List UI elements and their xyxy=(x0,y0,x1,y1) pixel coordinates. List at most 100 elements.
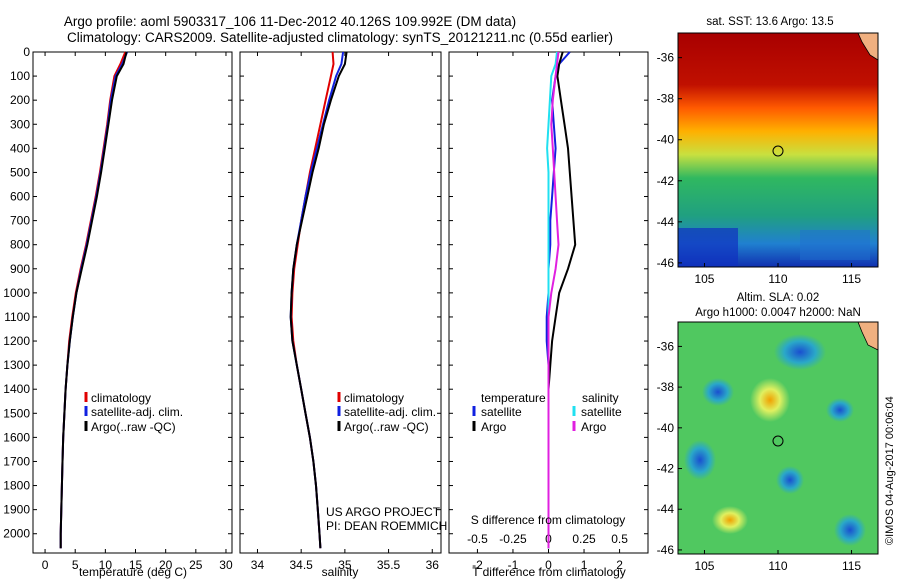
legend-salinity-header: salinity xyxy=(582,391,619,405)
y-tick-label: 200 xyxy=(10,93,30,107)
x-tick-label: 0 xyxy=(545,558,552,572)
sla-map-ticks: -36 -38 -40 -42 -44 -46 105 110 115 xyxy=(657,339,862,573)
map-lat-tick-label: -42 xyxy=(657,462,675,476)
y-tick-label: 1100 xyxy=(4,310,30,324)
credit-line-1: US ARGO PROJECT xyxy=(326,505,441,519)
sla-eddy-high xyxy=(712,506,748,534)
x-tick-label: 2 xyxy=(616,558,623,572)
series-line-climatology xyxy=(59,51,127,549)
legend-argo-label: Argo(..raw -QC) xyxy=(91,420,176,434)
y-tick-label: 800 xyxy=(10,238,30,252)
salinity-panel-frame xyxy=(239,51,442,554)
x-tick-label: 35.5 xyxy=(377,558,401,572)
y-tick-label: 500 xyxy=(10,165,30,179)
map-lat-tick-label: -42 xyxy=(657,174,675,188)
series-line-temperature-argo xyxy=(547,51,577,549)
map-lon-tick-label: 115 xyxy=(842,272,861,286)
map-lat-tick-label: -46 xyxy=(657,256,675,270)
map-lon-tick-label: 110 xyxy=(768,272,787,286)
s-tick-label: -0.5 xyxy=(467,532,488,546)
legend-t-argo-label: Argo xyxy=(481,420,507,434)
y-tick-label: 2000 xyxy=(3,527,30,541)
map-lat-tick-label: -38 xyxy=(657,380,675,394)
map-lon-tick-label: 105 xyxy=(694,559,714,573)
sla-map-title-1: Altim. SLA: 0.02 xyxy=(737,292,819,304)
header-line-1: Argo profile: aoml 5903317_106 11-Dec-20… xyxy=(64,14,516,29)
salinity-x-label: salinity xyxy=(322,565,359,579)
y-tick-label: 400 xyxy=(10,141,30,155)
y-tick-label: 900 xyxy=(10,262,30,276)
credit-line-2: PI: DEAN ROEMMICH xyxy=(326,519,447,533)
s-tick-label: 0.5 xyxy=(611,532,628,546)
x-tick-label: 30 xyxy=(219,558,233,572)
series-line-salinity-argo xyxy=(547,51,560,549)
map-lat-tick-label: -36 xyxy=(657,339,675,353)
map-lon-tick-label: 110 xyxy=(768,559,787,573)
sst-cold-patch-2 xyxy=(800,230,870,260)
sst-argo-location-marker xyxy=(772,145,784,157)
series-line-climatology xyxy=(290,51,335,549)
x-tick-label: -2 xyxy=(472,558,483,572)
x-tick-label: 5 xyxy=(72,558,79,572)
legend-climatology-label: climatology xyxy=(344,391,404,405)
map-lon-tick-label: 115 xyxy=(842,559,861,573)
y-tick-label: 1700 xyxy=(3,454,30,468)
x-tick-label: 15 xyxy=(129,558,143,572)
legend-climatology-label: climatology xyxy=(91,391,151,405)
s-difference-label: S difference from climatology xyxy=(471,513,626,527)
difference-legend: temperature salinity satellite Argo sate… xyxy=(472,391,622,434)
temperature-panel-frame xyxy=(32,51,233,554)
y-tick-label: 1200 xyxy=(3,334,30,348)
y-tick-label: 1400 xyxy=(3,382,30,396)
sst-cold-patch xyxy=(678,228,738,267)
legend-argo-label: Argo(..raw -QC) xyxy=(344,420,429,434)
y-tick-label: 300 xyxy=(10,117,30,131)
y-tick-label: 1000 xyxy=(3,286,30,300)
y-tick-label: 600 xyxy=(10,190,30,204)
x-tick-label: 34.5 xyxy=(289,558,313,572)
lines-layer xyxy=(59,51,577,549)
x-tick-label: 35 xyxy=(338,558,352,572)
series-line-satellite-adj-clim- xyxy=(59,51,129,549)
map-lat-tick-label: -40 xyxy=(657,133,675,147)
y-tick-label: 700 xyxy=(10,214,30,228)
sst-map-ticks: -36 -38 -40 -42 -44 -46 105 110 115 xyxy=(657,51,862,286)
temperature-x-label: temperature (deg C) xyxy=(79,565,187,579)
map-lat-tick-label: -36 xyxy=(657,51,675,65)
salinity-legend: climatology satellite-adj. clim. Argo(..… xyxy=(337,391,436,434)
legend-satellite-label: satellite-adj. clim. xyxy=(91,405,183,419)
sla-eddy-low xyxy=(684,440,716,480)
sla-eddy-low xyxy=(776,466,804,494)
y-tick-label: 1800 xyxy=(3,479,30,493)
s-tick-label: -0.25 xyxy=(499,532,527,546)
watermark: ©IMOS 04-Aug-2017 00:06:04 xyxy=(884,396,896,545)
y-tick-label: 100 xyxy=(10,69,30,83)
series-line-argo-raw-qc- xyxy=(59,51,128,549)
sst-map-title: sat. SST: 13.6 Argo: 13.5 xyxy=(706,16,833,28)
x-tick-label: 10 xyxy=(99,558,113,572)
sla-eddy-low xyxy=(702,378,734,406)
x-tick-label: 0 xyxy=(42,558,49,572)
temperature-legend: climatology satellite-adj. clim. Argo(..… xyxy=(84,391,183,434)
legend-s-argo-label: Argo xyxy=(581,420,607,434)
axes-layer: 0100200300400500600700800900100011001200… xyxy=(3,45,648,572)
sla-map xyxy=(677,321,879,555)
y-tick-label: 0 xyxy=(23,45,30,59)
map-lat-tick-label: -38 xyxy=(657,92,675,106)
legend-satellite-label: satellite-adj. clim. xyxy=(344,405,436,419)
map-lon-tick-label: 105 xyxy=(694,272,714,286)
x-tick-label: 36 xyxy=(426,558,440,572)
sla-eddy-high xyxy=(750,378,790,422)
y-tick-label: 1500 xyxy=(3,406,30,420)
y-tick-label: 1900 xyxy=(3,503,30,517)
sla-eddy-low xyxy=(826,398,854,422)
legend-t-satellite-label: satellite xyxy=(481,405,522,419)
map-lat-tick-label: -44 xyxy=(657,502,675,516)
y-tick-label: 1600 xyxy=(3,430,30,444)
legend-s-satellite-label: satellite xyxy=(581,405,622,419)
series-line-argo-raw-qc- xyxy=(289,51,348,549)
x-tick-label: 1 xyxy=(581,558,588,572)
x-tick-label: 20 xyxy=(159,558,173,572)
sla-eddy-low xyxy=(834,514,866,546)
